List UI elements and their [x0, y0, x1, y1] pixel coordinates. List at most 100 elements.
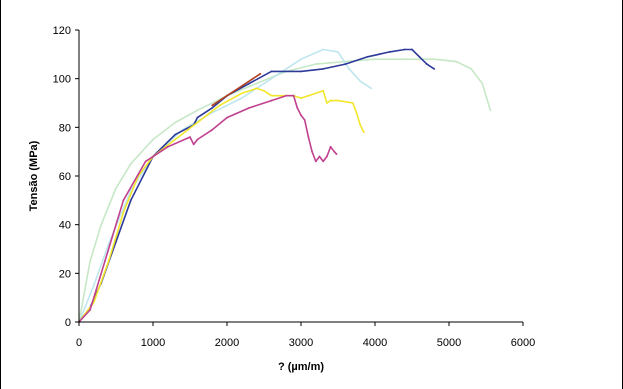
data-point	[314, 92, 317, 95]
data-point	[92, 284, 95, 287]
y-tick-label: 100	[53, 74, 71, 86]
x-axis-title: ? (µm/m)	[278, 361, 324, 373]
series-line-1	[78, 58, 492, 323]
data-point	[174, 138, 177, 141]
data-point	[122, 199, 125, 202]
y-tick-label: 40	[59, 220, 71, 232]
data-point	[335, 153, 338, 156]
data-point	[425, 63, 428, 65]
data-point	[211, 128, 214, 131]
x-tick-label: 6000	[511, 337, 535, 349]
data-point	[403, 48, 406, 51]
data-point	[307, 94, 310, 97]
data-point	[411, 48, 413, 51]
data-point	[107, 260, 110, 263]
data-point	[329, 99, 332, 102]
data-point	[218, 104, 221, 107]
data-point	[226, 94, 228, 97]
data-point	[433, 58, 436, 61]
x-tick-label: 2000	[215, 337, 239, 349]
y-axis-title: Tensão (MPa)	[28, 140, 40, 211]
x-tick-label: 0	[76, 337, 82, 349]
data-point	[348, 68, 350, 70]
data-point	[285, 94, 288, 97]
data-point	[300, 114, 302, 117]
x-tick-label: 1000	[141, 337, 165, 349]
data-point	[263, 89, 265, 92]
data-point	[337, 51, 339, 53]
series-1	[78, 58, 492, 323]
data-point	[115, 240, 117, 243]
data-point	[240, 97, 243, 100]
data-point	[270, 77, 273, 80]
series-4	[211, 72, 262, 107]
data-point	[314, 63, 317, 65]
data-point	[314, 160, 317, 163]
y-tick-label: 120	[53, 25, 71, 37]
y-tick-label: 20	[59, 268, 71, 280]
data-point	[122, 211, 125, 214]
data-point	[329, 145, 332, 148]
data-point	[89, 260, 91, 263]
data-point	[322, 89, 325, 92]
data-point	[259, 72, 262, 75]
series-2	[78, 48, 373, 323]
data-point	[303, 119, 306, 121]
data-point	[107, 243, 110, 246]
data-point	[322, 160, 325, 163]
data-point	[100, 223, 103, 226]
x-tick-label: 3000	[289, 337, 313, 349]
data-point	[115, 187, 117, 190]
data-point	[326, 102, 328, 104]
series-3	[78, 48, 436, 323]
data-point	[240, 92, 243, 95]
data-point	[366, 55, 369, 58]
data-point	[196, 116, 199, 119]
data-point	[489, 109, 492, 112]
data-point	[307, 136, 310, 138]
data-point	[196, 138, 199, 141]
data-point	[359, 80, 362, 82]
data-point	[359, 124, 362, 126]
x-tick-label: 5000	[437, 337, 461, 349]
data-point	[470, 68, 473, 70]
data-point	[322, 68, 325, 70]
series-5	[78, 87, 365, 323]
data-point	[337, 99, 339, 102]
data-point	[374, 58, 376, 61]
data-point	[248, 106, 251, 109]
data-point	[196, 121, 199, 124]
data-point	[292, 94, 295, 97]
data-point	[433, 68, 436, 70]
data-point	[270, 99, 273, 102]
data-point	[89, 308, 91, 311]
data-point	[481, 82, 484, 85]
data-point	[318, 155, 321, 158]
data-point	[129, 199, 132, 202]
data-point	[211, 106, 214, 109]
data-point	[333, 150, 336, 153]
data-point	[300, 58, 302, 61]
data-point	[300, 97, 302, 100]
y-tick-label: 60	[59, 171, 71, 183]
data-point	[370, 87, 373, 90]
data-point	[296, 106, 299, 109]
data-point	[252, 77, 254, 80]
data-point	[351, 102, 354, 104]
data-point	[326, 155, 328, 158]
data-point	[311, 150, 313, 153]
data-point	[322, 48, 325, 51]
data-point	[196, 109, 199, 112]
series-line-2	[78, 48, 372, 323]
data-point	[455, 60, 458, 63]
data-point	[255, 87, 258, 90]
data-point	[152, 138, 154, 141]
data-point	[189, 136, 191, 138]
data-point	[363, 131, 365, 134]
data-point	[166, 145, 169, 148]
series-line-6	[78, 94, 338, 323]
data-point	[144, 160, 147, 163]
data-point	[240, 85, 243, 87]
